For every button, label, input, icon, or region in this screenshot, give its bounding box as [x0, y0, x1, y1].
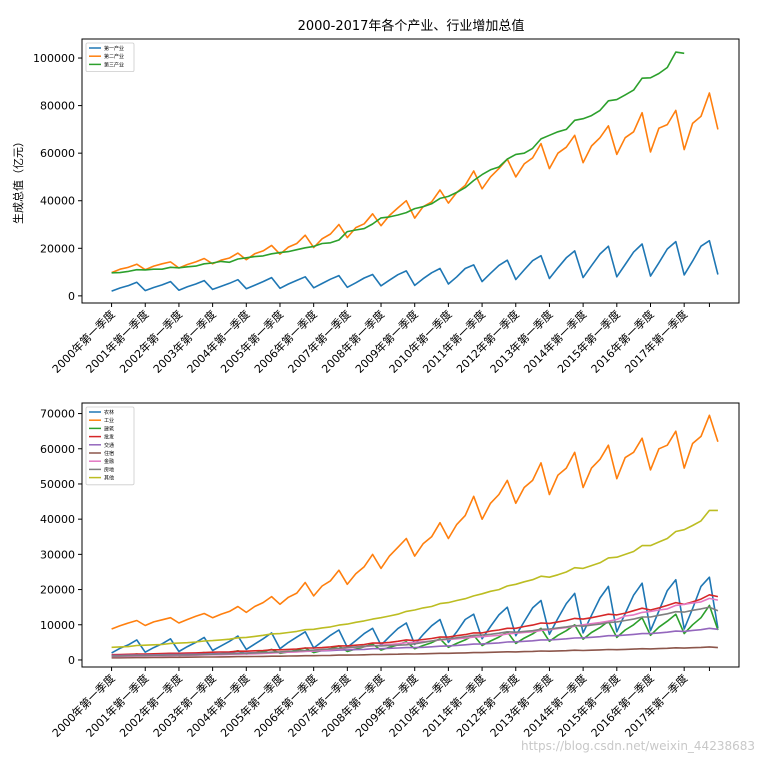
- chart-bottom-ytick-label: 70000: [40, 408, 75, 421]
- chart-top-ytick-label: 40000: [40, 195, 75, 208]
- chart-top-ytick-label: 100000: [33, 52, 75, 65]
- chart-bottom-ytick-label: 50000: [40, 478, 75, 491]
- chart-top-title: 2000-2017年各个产业、行业增加总值: [298, 18, 525, 34]
- chart-bottom-series-line-6: [111, 646, 718, 659]
- chart-bottom-legend-label: 交通: [104, 442, 114, 449]
- chart-top-legend-label: 第二产业: [104, 53, 124, 60]
- chart-bottom-legend-label: 农林: [104, 409, 114, 416]
- chart-bottom-legend-label: 工业: [104, 417, 114, 424]
- chart-top-yticks: 0 20000 40000 60000 80000 100000: [33, 52, 82, 303]
- chart-bottom-legend-label: 住宿: [104, 450, 114, 457]
- chart-bottom-legend-label: 金融: [104, 458, 114, 465]
- chart-bottom-legend-label: 建筑: [104, 425, 114, 432]
- chart-bottom-ytick-label: 40000: [40, 513, 75, 526]
- chart-bottom-plot-frame: [81, 402, 740, 668]
- chart-bottom-series-line-8: [111, 606, 719, 657]
- chart-bottom-series-line-4: [111, 593, 719, 656]
- chart-bottom-series-line-2: [111, 414, 719, 630]
- chart-bottom-gridless-area: [81, 402, 740, 668]
- chart-bottom-ytick-label: 30000: [40, 548, 75, 561]
- chart-bottom-ytick-label: 10000: [40, 619, 75, 632]
- chart-top-ytick-label: 60000: [40, 147, 75, 160]
- chart-bottom-ytick-label: 0: [68, 654, 75, 667]
- chart-bottom-ytick-label: 20000: [40, 584, 75, 597]
- chart-top-legend-label: 第三产业: [104, 61, 124, 68]
- watermark: https://blog.csdn.net/weixin_44238683: [521, 739, 755, 753]
- chart-top-series-line-3: [111, 51, 685, 274]
- chart-bottom-legend-label: 其他: [104, 475, 114, 482]
- chart-top-series-line-1: [111, 239, 719, 292]
- chart-top-ytick-label: 80000: [40, 100, 75, 113]
- chart-bottom-legend-label: 批发: [104, 434, 114, 441]
- chart-top-series: [111, 51, 719, 292]
- chart-bottom-yticks: 0 10000 20000 30000 40000 50000 60000 70000: [40, 408, 82, 667]
- chart-bottom-series: [111, 414, 719, 659]
- chart-top-ytick-label: 20000: [40, 242, 75, 255]
- chart-top-ylabel: 生成总值（亿元）: [11, 136, 25, 224]
- chart-bottom-series-line-9: [111, 509, 718, 649]
- chart-bottom-ytick-label: 60000: [40, 443, 75, 456]
- chart-bottom-legend-label: 房地: [104, 466, 114, 473]
- chart-top-legend-label: 第一产业: [104, 45, 124, 52]
- chart-top-ytick-label: 0: [68, 290, 75, 303]
- chart-top-gridless-area: [81, 38, 740, 304]
- chart-bottom-legend-box: [85, 406, 135, 486]
- chart-top-plot-frame: [81, 38, 740, 304]
